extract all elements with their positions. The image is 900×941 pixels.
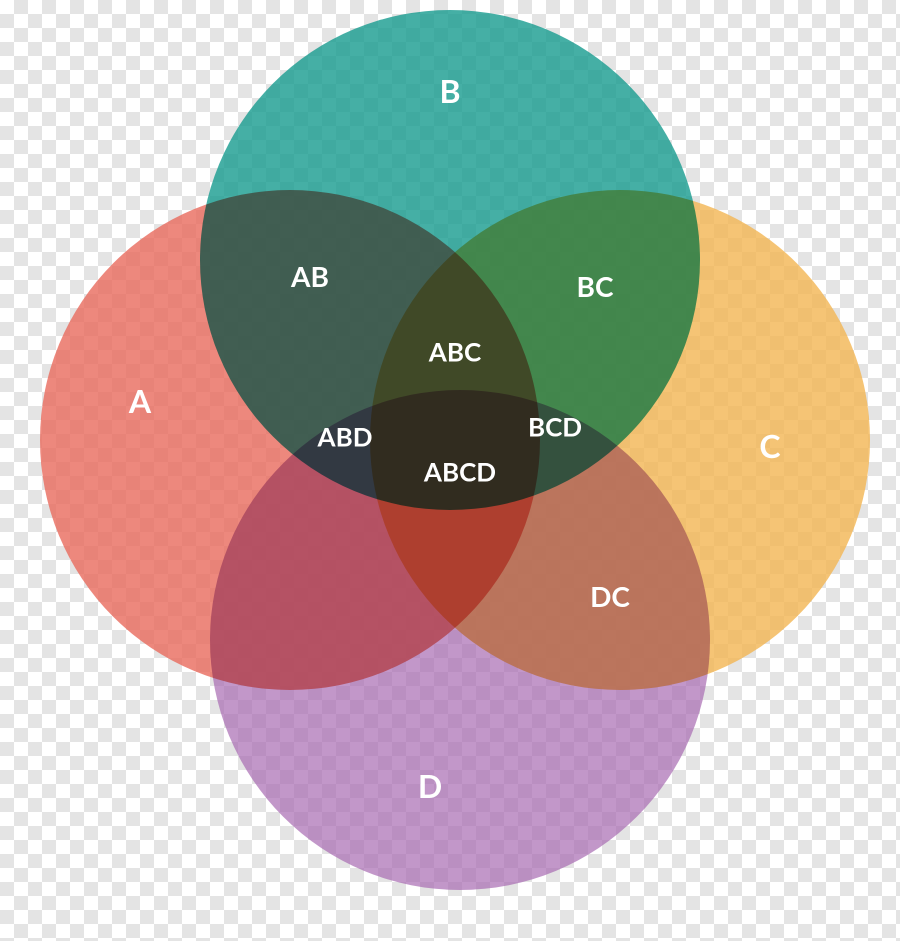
venn-label-a: A	[128, 381, 152, 420]
venn-label-ab: AB	[290, 259, 329, 293]
venn-label-abcd: ABCD	[423, 456, 496, 488]
venn-label-dc: DC	[590, 579, 630, 613]
venn-label-bc: BC	[577, 269, 614, 303]
venn-label-bcd: BCD	[528, 411, 582, 443]
venn-label-b: B	[439, 71, 460, 110]
venn-label-abd: ABD	[317, 421, 373, 453]
venn-label-d: D	[418, 766, 442, 805]
venn-diagram: B AB BC ABC A C ABD BCD ABCD DC D	[0, 0, 900, 941]
venn-label-abc: ABC	[428, 336, 481, 368]
venn-label-c: C	[759, 426, 780, 465]
